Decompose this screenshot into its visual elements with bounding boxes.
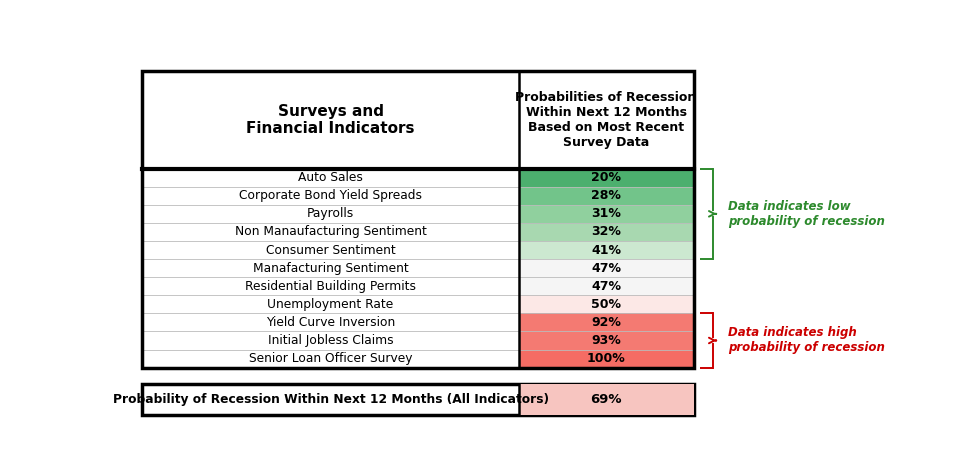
Bar bbox=[142, 205, 519, 223]
Text: Yield Curve Inversion: Yield Curve Inversion bbox=[266, 316, 395, 329]
Bar bbox=[519, 187, 694, 205]
Text: Auto Sales: Auto Sales bbox=[298, 171, 363, 184]
Bar bbox=[142, 331, 519, 350]
Text: Manafacturing Sentiment: Manafacturing Sentiment bbox=[253, 262, 408, 274]
Bar bbox=[519, 259, 694, 277]
Bar bbox=[519, 295, 694, 313]
Text: Consumer Sentiment: Consumer Sentiment bbox=[265, 243, 395, 257]
Text: 28%: 28% bbox=[591, 189, 621, 202]
Text: Residential Building Permits: Residential Building Permits bbox=[245, 280, 416, 293]
Text: 41%: 41% bbox=[591, 243, 621, 257]
Text: 50%: 50% bbox=[591, 298, 621, 311]
Text: 100%: 100% bbox=[587, 352, 626, 365]
Bar bbox=[519, 331, 694, 350]
Bar bbox=[142, 350, 519, 368]
Bar bbox=[142, 277, 519, 295]
Text: 69%: 69% bbox=[590, 393, 622, 406]
Text: 20%: 20% bbox=[591, 171, 621, 184]
Text: Surveys and
Financial Indicators: Surveys and Financial Indicators bbox=[246, 103, 415, 136]
Bar bbox=[142, 241, 519, 259]
Bar bbox=[519, 241, 694, 259]
Bar bbox=[142, 71, 694, 368]
Text: Data indicates high
probability of recession: Data indicates high probability of reces… bbox=[727, 327, 885, 354]
Bar bbox=[142, 384, 694, 415]
Text: 47%: 47% bbox=[591, 262, 621, 274]
Text: Probability of Recession Within Next 12 Months (All Indicators): Probability of Recession Within Next 12 … bbox=[112, 393, 549, 406]
Text: Corporate Bond Yield Spreads: Corporate Bond Yield Spreads bbox=[239, 189, 422, 202]
Bar bbox=[142, 259, 519, 277]
Text: 47%: 47% bbox=[591, 280, 621, 293]
Bar bbox=[519, 350, 694, 368]
Text: 31%: 31% bbox=[591, 207, 621, 220]
Text: Senior Loan Officer Survey: Senior Loan Officer Survey bbox=[249, 352, 412, 365]
Bar bbox=[142, 71, 694, 169]
Bar bbox=[519, 384, 694, 415]
Text: Initial Jobless Claims: Initial Jobless Claims bbox=[268, 334, 393, 347]
Bar bbox=[142, 313, 519, 331]
Text: 92%: 92% bbox=[591, 316, 621, 329]
Text: Non Manaufacturing Sentiment: Non Manaufacturing Sentiment bbox=[234, 226, 427, 238]
Bar bbox=[142, 223, 519, 241]
Bar bbox=[142, 169, 519, 187]
Text: Unemployment Rate: Unemployment Rate bbox=[267, 298, 394, 311]
Bar bbox=[142, 187, 519, 205]
Text: 32%: 32% bbox=[591, 226, 621, 238]
Text: Data indicates low
probability of recession: Data indicates low probability of recess… bbox=[727, 200, 885, 228]
Bar bbox=[519, 169, 694, 187]
Text: Payrolls: Payrolls bbox=[307, 207, 355, 220]
Text: 93%: 93% bbox=[591, 334, 621, 347]
Bar bbox=[519, 205, 694, 223]
Text: Probabilities of Recession
Within Next 12 Months
Based on Most Recent
Survey Dat: Probabilities of Recession Within Next 1… bbox=[515, 91, 697, 149]
Bar bbox=[142, 295, 519, 313]
Bar bbox=[519, 223, 694, 241]
Bar bbox=[519, 313, 694, 331]
Bar bbox=[519, 277, 694, 295]
